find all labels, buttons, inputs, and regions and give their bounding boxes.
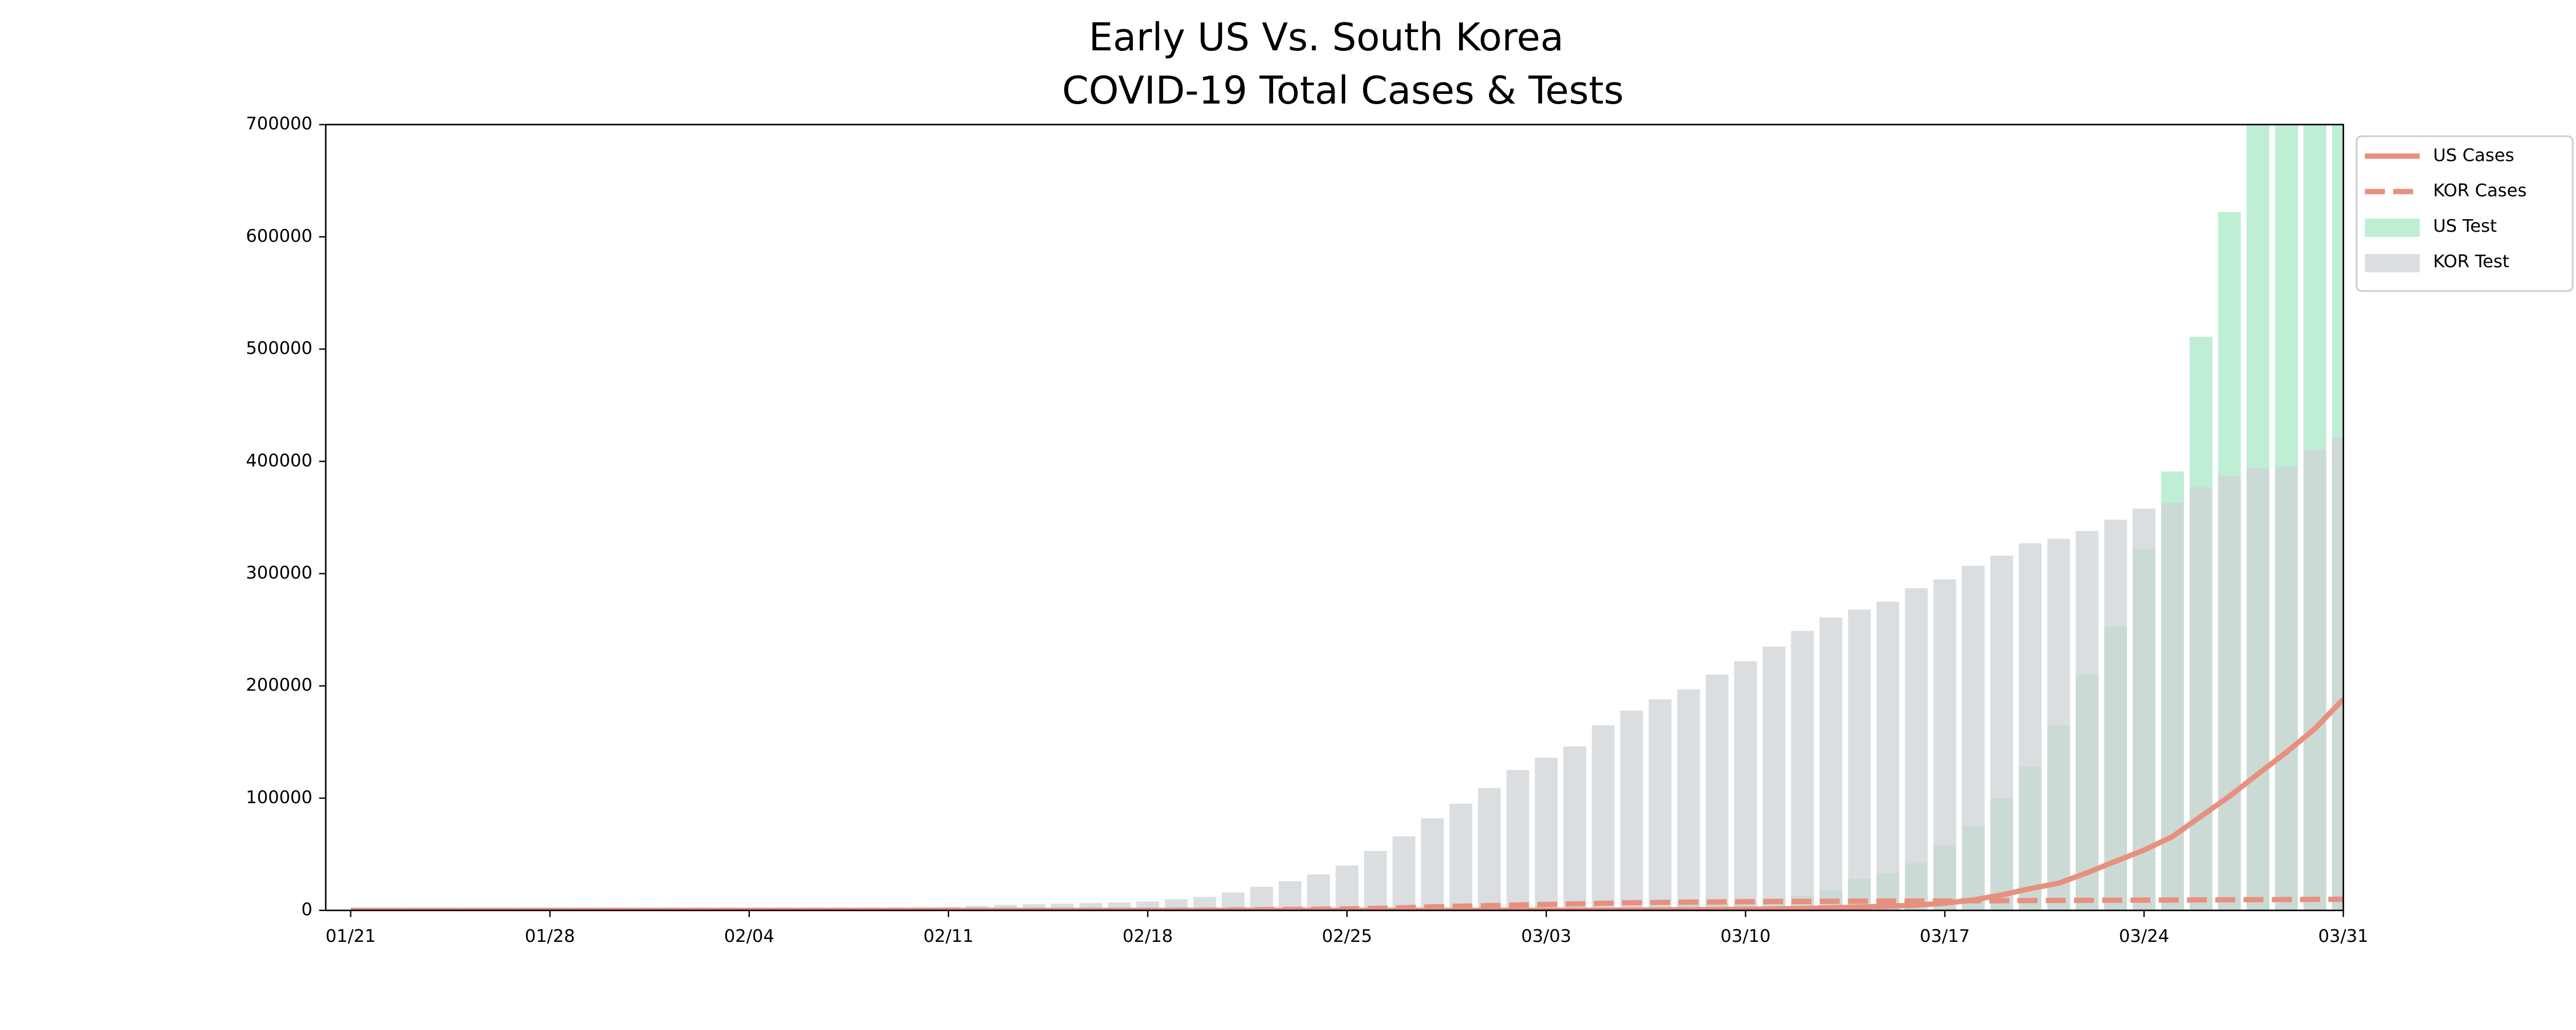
bar — [2218, 476, 2241, 910]
line — [350, 896, 2344, 910]
bar — [2018, 543, 2042, 910]
bar — [1164, 899, 1188, 910]
bar — [1734, 661, 1757, 910]
bar — [1477, 788, 1501, 910]
bar — [2132, 508, 2156, 910]
bar — [1535, 758, 1558, 910]
bar — [2161, 502, 2184, 910]
bar — [1449, 803, 1472, 910]
x-tick-label: 03/17 — [1919, 926, 1970, 946]
bar — [1022, 904, 1045, 910]
bar — [1307, 874, 1330, 910]
bar — [1421, 818, 1444, 910]
bar — [1392, 836, 1416, 910]
y-tick-label: 700000 — [246, 114, 312, 134]
y-tick-label: 600000 — [246, 226, 312, 246]
x-tick-label: 02/04 — [724, 926, 775, 946]
bar-layer — [339, 124, 2344, 910]
x-tick-label: 02/18 — [1123, 926, 1173, 946]
legend-label: KOR Test — [2433, 252, 2509, 272]
bar — [1791, 631, 1814, 910]
bar — [1620, 710, 1643, 910]
bar — [2190, 487, 2212, 910]
legend-label: KOR Cases — [2433, 181, 2527, 201]
bar — [1193, 897, 1216, 910]
bar — [2332, 438, 2344, 910]
legend-swatch — [2365, 219, 2420, 237]
chart-title: Early US Vs. South Korea — [1089, 15, 1564, 60]
bar — [994, 905, 1017, 910]
bar — [1591, 725, 1615, 910]
bar — [1763, 646, 1785, 910]
bar — [1050, 904, 1074, 910]
bar — [1990, 556, 2013, 910]
bar — [2076, 530, 2099, 910]
bar — [1649, 699, 1672, 910]
x-tick-label: 01/21 — [326, 926, 376, 946]
legend-label: US Test — [2433, 216, 2496, 236]
bar — [2275, 467, 2298, 910]
bar — [1506, 770, 1530, 910]
bar — [1848, 609, 1871, 910]
bar — [1563, 746, 1586, 910]
bar — [1876, 601, 1899, 910]
bar — [1364, 850, 1387, 910]
x-tick-label: 01/28 — [525, 926, 575, 946]
legend: US Cases KOR Cases US Test KOR Test — [2356, 135, 2574, 292]
legend-swatch — [2365, 253, 2420, 272]
x-tick-label: 02/25 — [1322, 926, 1372, 946]
x-tick-label: 03/03 — [1521, 926, 1571, 946]
bar — [1962, 565, 1985, 910]
x-tick-label: 03/24 — [2119, 926, 2170, 946]
x-tick-label: 02/11 — [923, 926, 974, 946]
y-tick-label: 200000 — [246, 675, 312, 695]
bar — [2104, 520, 2127, 910]
x-tick-label: 03/10 — [1720, 926, 1771, 946]
y-tick-label: 300000 — [246, 563, 312, 583]
bar — [2246, 468, 2270, 910]
bar — [1336, 865, 1358, 910]
bar — [1250, 886, 1273, 910]
bar — [1819, 617, 1843, 910]
axes: 0 100000 200000 300000 400000 500000 600000 700… — [246, 114, 2368, 946]
plot-frame — [325, 124, 2344, 912]
bar — [1933, 579, 1957, 910]
legend-box — [2356, 135, 2574, 292]
x-tick-label: 03/31 — [2318, 926, 2369, 946]
bar — [1705, 675, 1729, 910]
bar — [2303, 450, 2326, 910]
y-tick-label: 100000 — [246, 787, 312, 807]
bar — [1905, 588, 1928, 910]
bar — [2047, 538, 2071, 910]
y-tick-label: 0 — [301, 900, 312, 920]
bar — [1677, 689, 1700, 910]
y-tick-label: 500000 — [246, 339, 312, 359]
bar — [1278, 881, 1302, 910]
legend-label: US Cases — [2433, 145, 2514, 165]
chart-title: COVID-19 Total Cases & Tests — [1062, 68, 1623, 113]
y-tick-label: 400000 — [246, 451, 312, 471]
